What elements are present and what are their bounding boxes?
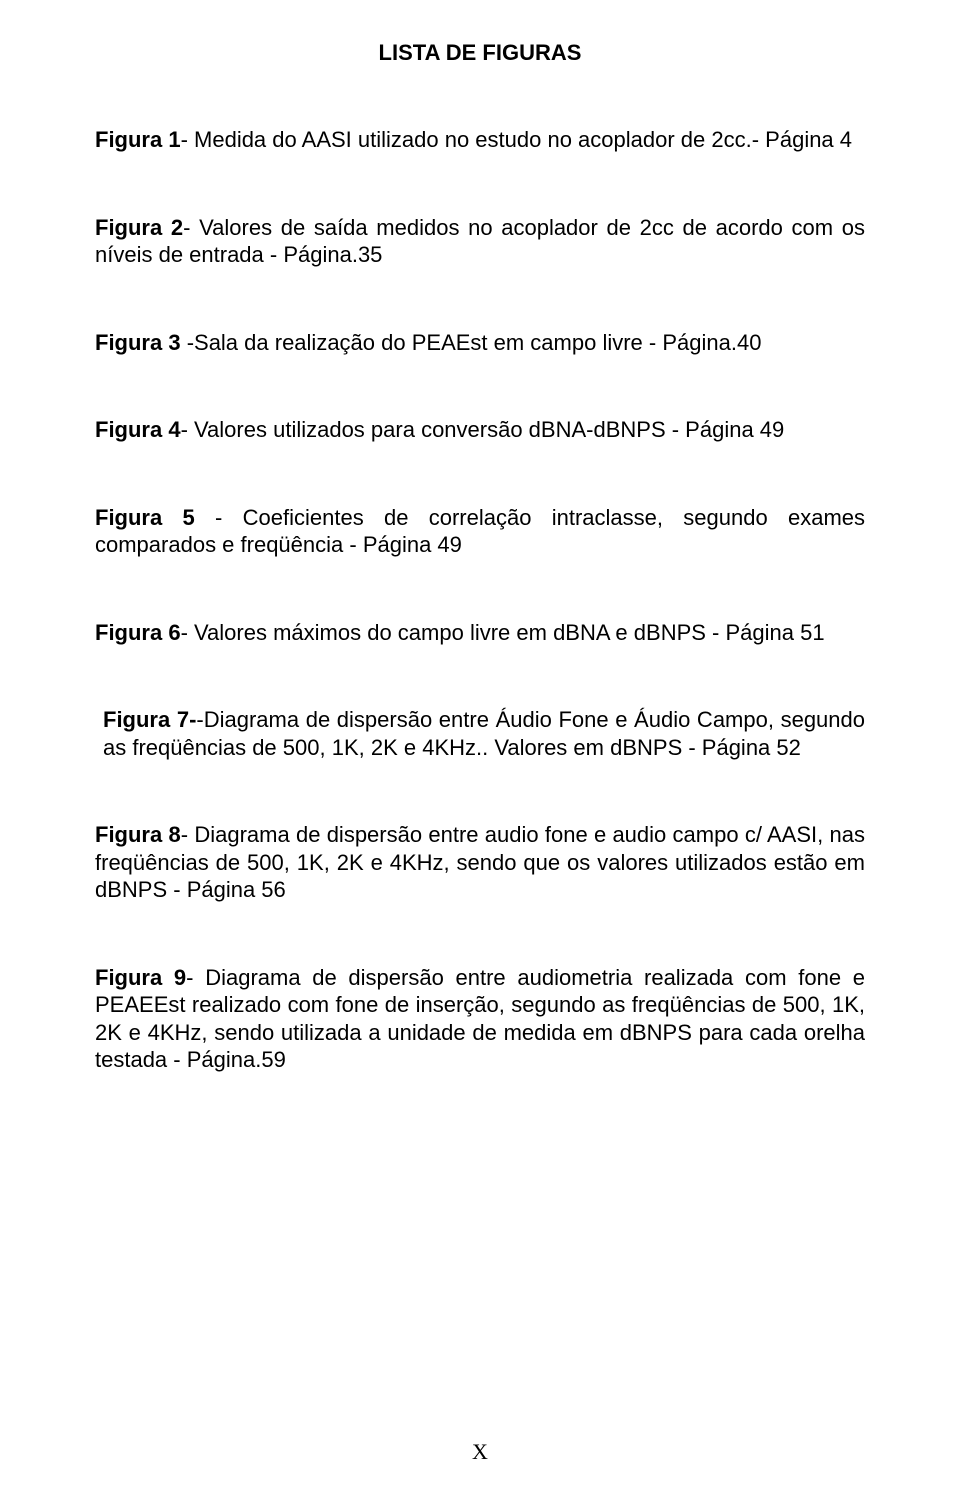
page-title: LISTA DE FIGURAS [95, 40, 865, 66]
figure-description: - Diagrama de dispersão entre audio fone… [95, 822, 865, 902]
figure-label: Figura 1 [95, 127, 181, 152]
figure-description: -Diagrama de dispersão entre Áudio Fone … [103, 707, 865, 760]
figure-label: Figura 7- [103, 707, 196, 732]
figure-list: Figura 1- Medida do AASI utilizado no es… [95, 126, 865, 1074]
page-number: X [0, 1439, 960, 1465]
figure-label: Figura 2 [95, 215, 183, 240]
figure-description: - Valores utilizados para conversão dBNA… [181, 417, 785, 442]
figure-entry: Figura 7--Diagrama de dispersão entre Áu… [95, 706, 865, 761]
figure-entry: Figura 4- Valores utilizados para conver… [95, 416, 865, 444]
figure-label: Figura 5 [95, 505, 215, 530]
figure-label: Figura 4 [95, 417, 181, 442]
figure-description: - Diagrama de dispersão entre audiometri… [95, 965, 865, 1073]
figure-entry: Figura 1- Medida do AASI utilizado no es… [95, 126, 865, 154]
figure-label: Figura 3 [95, 330, 187, 355]
figure-entry: Figura 9- Diagrama de dispersão entre au… [95, 964, 865, 1074]
figure-entry: Figura 8- Diagrama de dispersão entre au… [95, 821, 865, 904]
figure-entry: Figura 2- Valores de saída medidos no ac… [95, 214, 865, 269]
figure-description: -Sala da realização do PEAEst em campo l… [187, 330, 762, 355]
figure-entry: Figura 3 -Sala da realização do PEAEst e… [95, 329, 865, 357]
figure-label: Figura 9 [95, 965, 186, 990]
figure-description: - Medida do AASI utilizado no estudo no … [181, 127, 852, 152]
figure-entry: Figura 5 - Coeficientes de correlação in… [95, 504, 865, 559]
figure-label: Figura 8 [95, 822, 181, 847]
figure-entry: Figura 6- Valores máximos do campo livre… [95, 619, 865, 647]
figure-label: Figura 6 [95, 620, 181, 645]
figure-description: - Valores de saída medidos no acoplador … [95, 215, 865, 268]
figure-description: - Valores máximos do campo livre em dBNA… [181, 620, 825, 645]
